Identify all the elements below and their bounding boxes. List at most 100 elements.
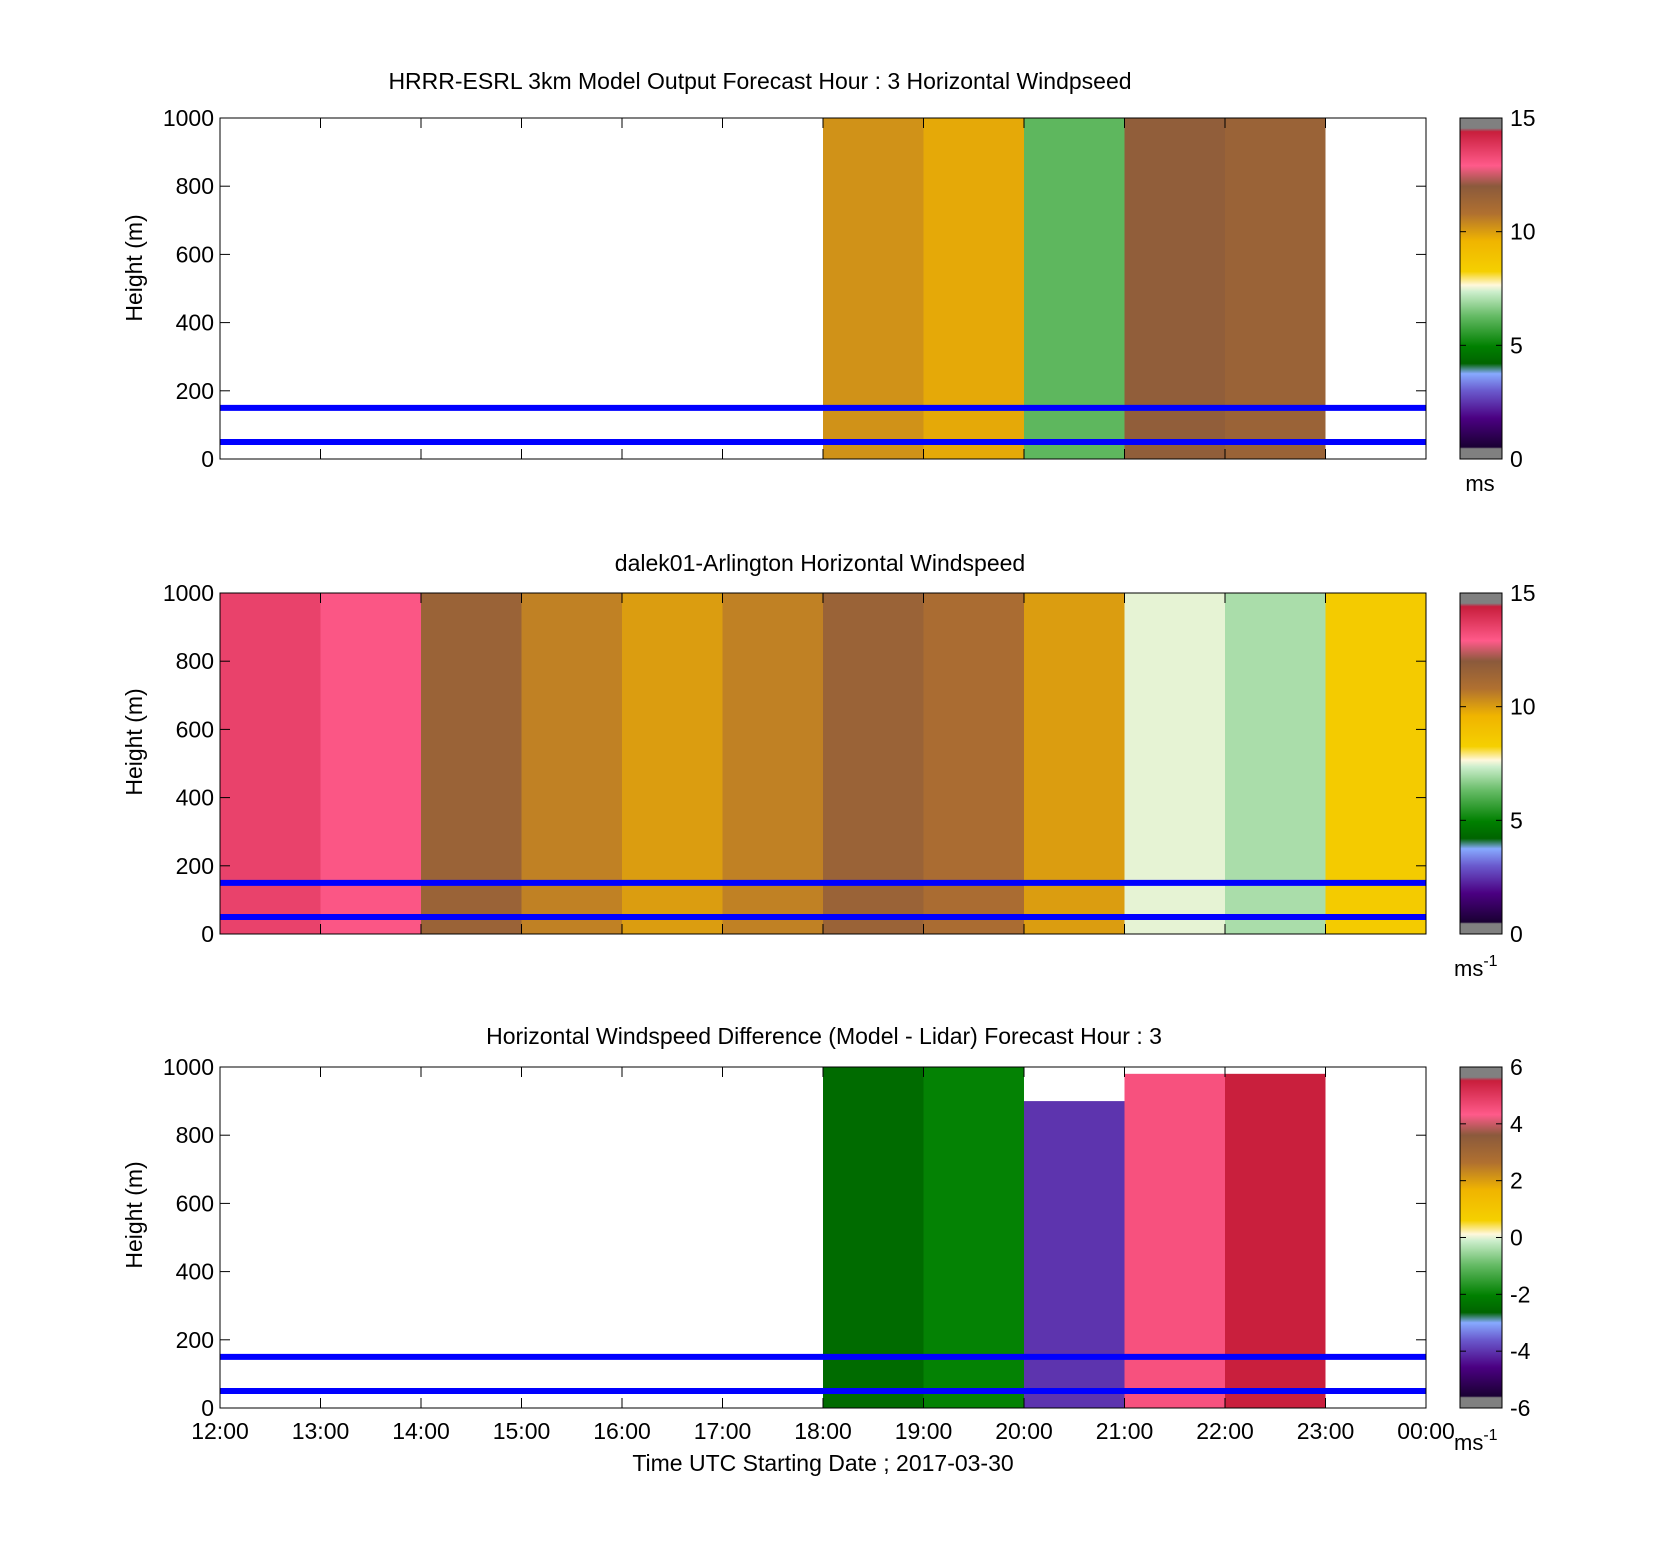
y-tick-label: 800 — [176, 1122, 214, 1148]
colorbar-tick-label: 10 — [1510, 694, 1536, 720]
lidar-panel: dalek01-Arlington Horizontal Windspeed H… — [121, 550, 1536, 981]
x-tick-label: 21:00 — [1096, 1418, 1154, 1444]
heatmap-cell — [521, 593, 622, 934]
colorbar-tick-label: -4 — [1510, 1338, 1531, 1364]
heatmap-cell — [1325, 593, 1426, 934]
colorbar-gradient — [1459, 1066, 1503, 1409]
reference-lines — [220, 879, 1426, 920]
x-axis-ticks: 12:00 13:00 14:00 15:00 16:00 17:00 18:00 19:00… — [191, 1067, 1455, 1444]
colorbar-tick-label: 5 — [1510, 807, 1523, 833]
colorbar-tick-label: 5 — [1510, 332, 1523, 358]
colorbar-tick-label: 0 — [1510, 1225, 1523, 1251]
colorbar-tick-label: 4 — [1510, 1111, 1523, 1137]
reference-lines — [220, 404, 1426, 445]
colorbar-unit: ms-1 — [1454, 953, 1498, 981]
y-tick-label: 0 — [201, 921, 214, 947]
heatmap-cell — [1225, 118, 1326, 459]
x-tick-label: 19:00 — [895, 1418, 953, 1444]
heatmap-cell — [923, 1067, 1024, 1408]
x-axis-label: Time UTC Starting Date ; 2017-03-30 — [632, 1450, 1013, 1476]
difference-panel: Horizontal Windspeed Difference (Model -… — [121, 1023, 1531, 1476]
x-tick-label: 12:00 — [191, 1418, 249, 1444]
colorbar-ticks: 0 5 10 15 — [1460, 105, 1536, 472]
colorbar-tick-label: -6 — [1510, 1395, 1530, 1421]
y-tick-label: 0 — [201, 446, 214, 472]
colorbar: -6 -4 -2 0 2 4 6 ms-1 — [1454, 1054, 1531, 1455]
y-tick-label: 400 — [176, 310, 214, 336]
heatmap-cells — [823, 1067, 1326, 1408]
panel-title: Horizontal Windspeed Difference (Model -… — [486, 1023, 1162, 1049]
heatmap-cell — [1124, 118, 1225, 459]
colorbar-unit-superscript: -1 — [1483, 1427, 1497, 1444]
colorbar-tick-label: 2 — [1510, 1168, 1523, 1194]
x-tick-label: 00:00 — [1397, 1418, 1455, 1444]
heatmap-cell — [1024, 1101, 1125, 1408]
y-tick-label: 800 — [176, 648, 214, 674]
colorbar-tick-label: 6 — [1510, 1054, 1523, 1080]
colorbar-ticks: 0 5 10 15 — [1460, 580, 1536, 947]
colorbar-unit: ms — [1465, 471, 1494, 496]
y-tick-label: 600 — [176, 716, 214, 742]
y-tick-label: 1000 — [163, 580, 214, 606]
x-tick-label: 14:00 — [392, 1418, 450, 1444]
y-tick-label: 400 — [176, 1259, 214, 1285]
y-axis-ticks: 0 200 400 600 800 1000 — [163, 105, 1426, 472]
heatmap-cell — [1225, 1073, 1326, 1408]
heatmap-cell — [1124, 1073, 1225, 1408]
colorbar-tick-label: 10 — [1510, 219, 1536, 245]
panel-title: HRRR-ESRL 3km Model Output Forecast Hour… — [388, 68, 1131, 94]
heatmap-cell — [622, 593, 723, 934]
y-tick-label: 400 — [176, 785, 214, 811]
x-axis-ticks — [219, 593, 1427, 934]
heatmap-cells — [220, 593, 1426, 934]
y-axis-label: Height (m) — [121, 1161, 147, 1268]
y-tick-label: 1000 — [163, 1054, 214, 1080]
x-tick-label: 22:00 — [1196, 1418, 1254, 1444]
heatmap-cell — [1124, 593, 1225, 934]
y-tick-label: 0 — [201, 1395, 214, 1421]
y-axis-ticks: 0 200 400 600 800 1000 — [163, 580, 1426, 947]
heatmap-cell — [823, 1067, 924, 1408]
heatmap-cell — [923, 593, 1024, 934]
x-tick-label: 20:00 — [995, 1418, 1053, 1444]
y-tick-label: 200 — [176, 853, 214, 879]
x-tick-label: 17:00 — [694, 1418, 752, 1444]
y-tick-label: 600 — [176, 1190, 214, 1216]
y-tick-label: 600 — [176, 241, 214, 267]
colorbar-tick-label: 0 — [1510, 446, 1523, 472]
x-tick-label: 16:00 — [593, 1418, 651, 1444]
heatmap-cell — [1024, 593, 1125, 934]
colorbar-tick-label: 15 — [1510, 580, 1536, 606]
colorbar-unit-base: ms — [1454, 1430, 1483, 1455]
y-tick-label: 200 — [176, 378, 214, 404]
colorbar-gradient — [1459, 592, 1503, 935]
y-axis-label: Height (m) — [121, 688, 147, 795]
heatmap-cell — [722, 593, 823, 934]
colorbar-unit-base: ms — [1454, 956, 1483, 981]
x-tick-label: 23:00 — [1297, 1418, 1355, 1444]
x-tick-label: 15:00 — [493, 1418, 551, 1444]
y-axis-label: Height (m) — [121, 214, 147, 321]
y-axis-ticks: 0 200 400 600 800 1000 — [163, 1054, 1426, 1421]
colorbar: 0 5 10 15 ms — [1459, 105, 1536, 496]
colorbar-tick-label: 15 — [1510, 105, 1536, 131]
heatmap-cell — [1024, 118, 1125, 459]
colorbar-unit: ms-1 — [1454, 1427, 1498, 1455]
heatmap-cell — [220, 593, 321, 934]
x-axis-ticks — [219, 118, 1427, 459]
model-output-panel: HRRR-ESRL 3km Model Output Forecast Hour… — [121, 68, 1536, 496]
colorbar-unit-superscript: -1 — [1483, 953, 1497, 970]
heatmap-cell — [823, 118, 924, 459]
colorbar-tick-label: -2 — [1510, 1281, 1530, 1307]
y-tick-label: 800 — [176, 173, 214, 199]
colorbar-gradient — [1459, 117, 1503, 460]
heatmap-cell — [923, 118, 1024, 459]
colorbar-ticks: -6 -4 -2 0 2 4 6 — [1460, 1054, 1531, 1421]
heatmap-cell — [823, 593, 924, 934]
y-tick-label: 200 — [176, 1327, 214, 1353]
colorbar-tick-label: 0 — [1510, 921, 1523, 947]
reference-lines — [220, 1353, 1426, 1394]
heatmap-cell — [421, 593, 522, 934]
y-tick-label: 1000 — [163, 105, 214, 131]
heatmap-cell — [1225, 593, 1326, 934]
